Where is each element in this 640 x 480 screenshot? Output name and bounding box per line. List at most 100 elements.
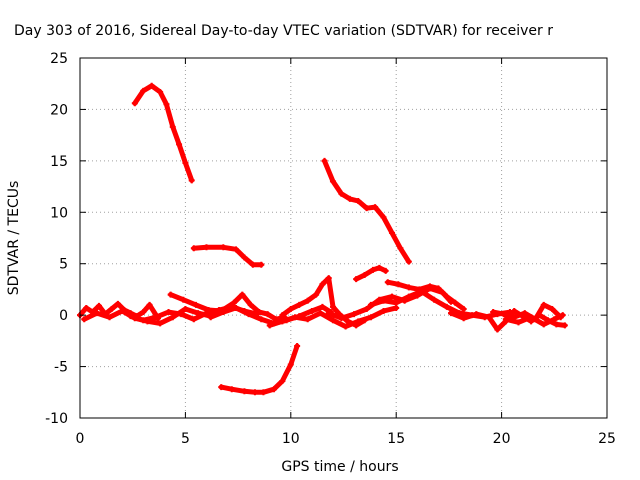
data-point — [279, 377, 286, 384]
data-point — [321, 157, 328, 164]
data-point — [397, 245, 404, 252]
data-point — [361, 272, 368, 279]
data-point — [511, 308, 518, 315]
series-arc-negative — [218, 343, 300, 395]
data-point — [119, 308, 126, 315]
data-point — [395, 281, 402, 288]
data-point — [313, 291, 320, 298]
data-point — [163, 101, 170, 108]
data-point — [346, 195, 353, 202]
data-point — [220, 244, 227, 251]
data-point — [167, 291, 174, 298]
y-tick-label: 10 — [50, 205, 68, 221]
data-point — [553, 321, 560, 328]
data-point — [551, 316, 558, 323]
data-point — [247, 301, 254, 308]
data-point — [205, 307, 212, 313]
data-point — [452, 299, 459, 306]
x-tick-label: 10 — [282, 431, 300, 447]
data-point — [241, 388, 248, 395]
y-tick-label: 0 — [59, 308, 68, 324]
data-point — [380, 308, 387, 315]
data-point — [207, 314, 214, 321]
data-point — [140, 309, 147, 316]
data-point — [329, 303, 336, 310]
data-point — [304, 316, 311, 323]
data-point — [317, 310, 324, 317]
grid — [80, 58, 607, 418]
data-point — [372, 204, 379, 211]
x-tick-label: 20 — [493, 431, 511, 447]
data-point — [561, 322, 568, 329]
data-point — [169, 123, 176, 130]
data-point — [294, 343, 301, 349]
data-point — [363, 205, 370, 212]
data-point — [405, 284, 412, 291]
data-point — [304, 297, 311, 304]
data-point — [106, 314, 113, 321]
data-point — [549, 305, 556, 312]
data-point — [325, 275, 332, 282]
data-point — [460, 305, 467, 312]
data-point — [146, 301, 153, 308]
data-point — [157, 320, 164, 327]
data-point — [241, 254, 248, 261]
data-point — [81, 316, 88, 323]
plot-frame — [79, 57, 608, 419]
x-tick-label: 15 — [387, 431, 405, 447]
data-point — [203, 244, 210, 251]
data-point — [370, 266, 377, 273]
data-point — [431, 296, 438, 303]
data-point — [287, 305, 294, 312]
data-point — [405, 293, 412, 300]
x-tick-label: 0 — [76, 431, 85, 447]
y-tick-label: 15 — [50, 154, 68, 170]
y-tick-label: -10 — [45, 411, 68, 427]
data-point — [127, 313, 134, 320]
data-point — [220, 309, 227, 316]
data-point — [239, 291, 246, 298]
data-point — [279, 312, 286, 319]
data-point — [266, 322, 273, 329]
data-point — [460, 315, 467, 322]
data-point — [559, 312, 566, 319]
data-point — [521, 310, 528, 317]
data-point — [157, 88, 164, 95]
data-point — [176, 141, 183, 148]
data-point — [249, 261, 256, 268]
data-point — [380, 214, 387, 221]
data-point — [279, 318, 286, 325]
data-point — [319, 281, 326, 288]
y-axis: -10 -5 0 5 10 15 20 25 — [45, 51, 607, 427]
data-point — [329, 317, 336, 324]
x-axis: 0 5 10 15 20 25 — [76, 58, 616, 447]
data-point — [351, 311, 358, 318]
data-point — [528, 314, 535, 321]
data-point — [448, 310, 455, 317]
data-point — [540, 301, 547, 308]
data-point — [256, 309, 263, 316]
data-point — [494, 326, 501, 333]
data-point — [500, 311, 507, 318]
data-point — [418, 288, 425, 295]
data-point — [380, 297, 387, 304]
data-point — [230, 299, 237, 306]
data-point — [192, 301, 199, 308]
data-point — [108, 305, 115, 312]
data-point — [384, 279, 391, 286]
y-tick-label: 25 — [50, 51, 68, 67]
data-point — [188, 177, 195, 184]
data-point — [388, 229, 395, 236]
data-point — [182, 305, 189, 312]
data-point — [292, 314, 299, 321]
data-point — [114, 300, 121, 307]
y-tick-label: 5 — [59, 257, 68, 273]
data-point — [443, 293, 450, 300]
data-point — [260, 389, 267, 396]
data-point — [405, 258, 412, 265]
data-point — [515, 319, 522, 326]
data-point — [355, 318, 362, 325]
data-point — [178, 311, 185, 318]
data-point — [228, 386, 235, 393]
